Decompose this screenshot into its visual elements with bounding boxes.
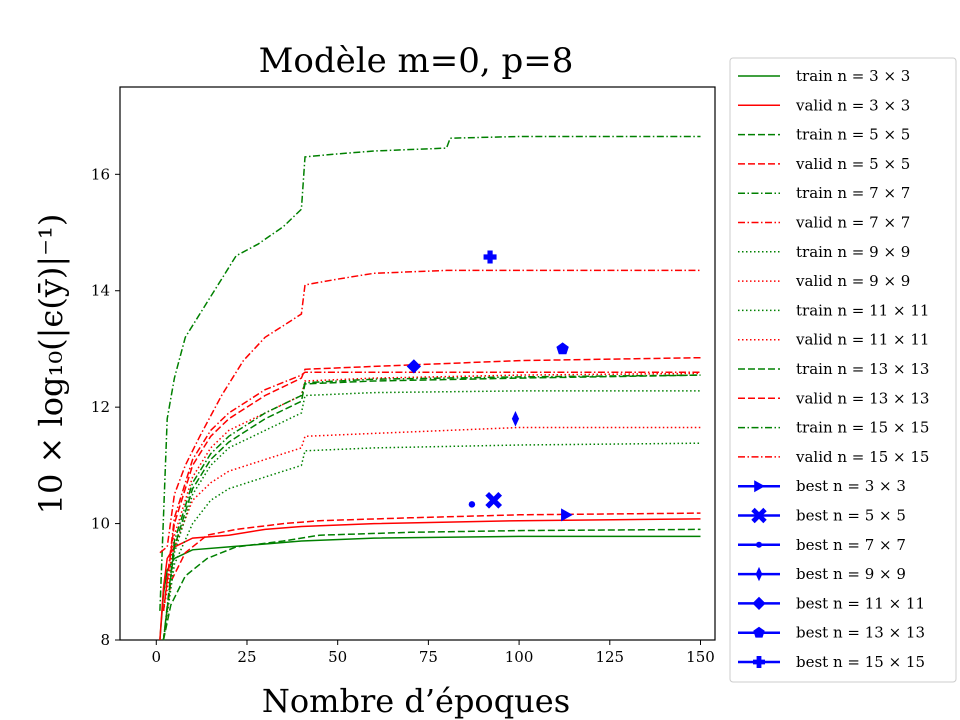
x-tick-label: 25 <box>237 648 256 666</box>
legend-entry-best-n-3-3: best n = 3 × 3 <box>738 477 906 495</box>
legend-entry-valid-n-11-11: valid n = 11 × 11 <box>738 331 929 349</box>
legend-label: train n = 3 × 3 <box>796 67 910 85</box>
y-axis-label: 10 × log₁₀(|ϵ(ȳ)|⁻¹) <box>32 214 70 515</box>
x-tick-label: 50 <box>328 648 347 666</box>
x-tick-label: 0 <box>152 648 162 666</box>
legend-label: train n = 7 × 7 <box>796 184 910 202</box>
legend-label: best n = 5 × 5 <box>796 507 906 525</box>
best-marker-best-n-3-3 <box>561 508 573 522</box>
series-line-train-n-9-9 <box>162 442 701 641</box>
best-marker-best-n-11-11 <box>406 359 422 374</box>
legend-box <box>729 57 957 683</box>
legend-label: valid n = 3 × 3 <box>795 96 910 114</box>
series-line-valid-n-15-15 <box>162 371 701 611</box>
legend-entry-best-n-11-11: best n = 11 × 11 <box>738 594 925 612</box>
legend-label: best n = 11 × 11 <box>796 594 925 612</box>
chart-title: Modèle m=0, p=8 <box>259 41 574 81</box>
x-tick-label: 100 <box>505 648 534 666</box>
y-tick-label: 14 <box>91 282 110 300</box>
legend-marker <box>754 480 765 493</box>
series-line-valid-n-3-3 <box>159 518 701 641</box>
legend-marker <box>753 626 765 638</box>
legend-entry-train-n-13-13: train n = 13 × 13 <box>738 360 929 378</box>
legend-label: valid n = 13 × 13 <box>795 389 929 407</box>
legend-entry-best-n-7-7: best n = 7 × 7 <box>738 536 906 554</box>
best-marker-best-n-15-15 <box>483 250 497 264</box>
legend-entry-train-n-7-7: train n = 7 × 7 <box>738 184 910 202</box>
legend-label: train n = 5 × 5 <box>796 126 910 144</box>
legend-label: best n = 3 × 3 <box>796 477 906 495</box>
legend-label: train n = 13 × 13 <box>796 360 929 378</box>
legend-entry-valid-n-9-9: valid n = 9 × 9 <box>738 272 910 290</box>
legend: train n = 3 × 3 valid n = 3 × 3 train n = … <box>738 67 929 671</box>
series-line-train-n-7-7 <box>159 135 701 611</box>
legend-marker <box>753 656 765 668</box>
legend-entry-best-n-15-15: best n = 15 × 15 <box>738 653 925 671</box>
legend-entry-valid-n-15-15: valid n = 15 × 15 <box>738 448 929 466</box>
best-markers-layer <box>406 250 573 522</box>
legend-entry-train-n-3-3: train n = 3 × 3 <box>738 67 910 85</box>
best-marker-best-n-7-7 <box>468 501 476 508</box>
legend-entry-valid-n-13-13: valid n = 13 × 13 <box>738 389 929 407</box>
series-line-train-n-15-15 <box>162 374 701 641</box>
series-line-valid-n-5-5 <box>162 512 701 641</box>
series-line-train-n-13-13 <box>162 374 701 641</box>
x-axis-label: Nombre d’époques <box>262 682 570 720</box>
legend-label: train n = 11 × 11 <box>796 301 929 319</box>
y-tick-label: 12 <box>91 398 110 416</box>
best-marker-best-n-5-5 <box>485 491 503 509</box>
legend-marker <box>751 507 767 524</box>
legend-entry-train-n-5-5: train n = 5 × 5 <box>738 126 910 144</box>
legend-entry-valid-n-5-5: valid n = 5 × 5 <box>738 155 910 173</box>
legend-label: valid n = 5 × 5 <box>795 155 910 173</box>
y-tick-label: 16 <box>91 165 110 183</box>
legend-label: valid n = 9 × 9 <box>795 272 910 290</box>
legend-marker <box>752 596 766 610</box>
y-tick-label: 8 <box>100 631 110 649</box>
legend-label: valid n = 11 × 11 <box>795 331 929 349</box>
legend-entry-best-n-5-5: best n = 5 × 5 <box>738 507 906 525</box>
legend-label: train n = 15 × 15 <box>796 419 929 437</box>
y-axis-ticks: 8 10 12 14 16 <box>91 165 120 649</box>
series-line-valid-n-13-13 <box>162 356 701 611</box>
x-tick-label: 75 <box>419 648 438 666</box>
series-line-train-n-3-3 <box>159 535 701 641</box>
series-line-valid-n-7-7 <box>159 269 701 554</box>
legend-label: valid n = 7 × 7 <box>795 214 910 232</box>
best-marker-best-n-13-13 <box>556 342 569 355</box>
legend-label: best n = 7 × 7 <box>796 536 906 554</box>
best-marker-best-n-9-9 <box>511 411 520 427</box>
legend-entry-best-n-9-9: best n = 9 × 9 <box>738 565 906 583</box>
legend-label: best n = 15 × 15 <box>796 653 925 671</box>
series-line-train-n-11-11 <box>162 390 701 641</box>
legend-label: best n = 13 × 13 <box>796 624 925 642</box>
series-line-train-n-5-5 <box>162 528 701 641</box>
legend-entry-valid-n-7-7: valid n = 7 × 7 <box>738 214 910 232</box>
legend-entry-train-n-15-15: train n = 15 × 15 <box>738 419 929 437</box>
legend-label: valid n = 15 × 15 <box>795 448 929 466</box>
legend-entry-best-n-13-13: best n = 13 × 13 <box>738 624 925 642</box>
legend-label: best n = 9 × 9 <box>796 565 906 583</box>
legend-marker <box>755 566 763 582</box>
y-tick-label: 10 <box>91 515 110 533</box>
legend-entry-valid-n-3-3: valid n = 3 × 3 <box>738 96 910 114</box>
legend-entry-train-n-11-11: train n = 11 × 11 <box>738 301 929 319</box>
legend-label: train n = 9 × 9 <box>796 243 910 261</box>
series-layer <box>159 135 701 641</box>
x-axis-ticks: 0 25 50 75 100 125 150 <box>152 640 715 666</box>
legend-entry-train-n-9-9: train n = 9 × 9 <box>738 243 910 261</box>
legend-marker <box>756 541 762 548</box>
x-tick-label: 150 <box>686 648 715 666</box>
x-tick-label: 125 <box>595 648 624 666</box>
